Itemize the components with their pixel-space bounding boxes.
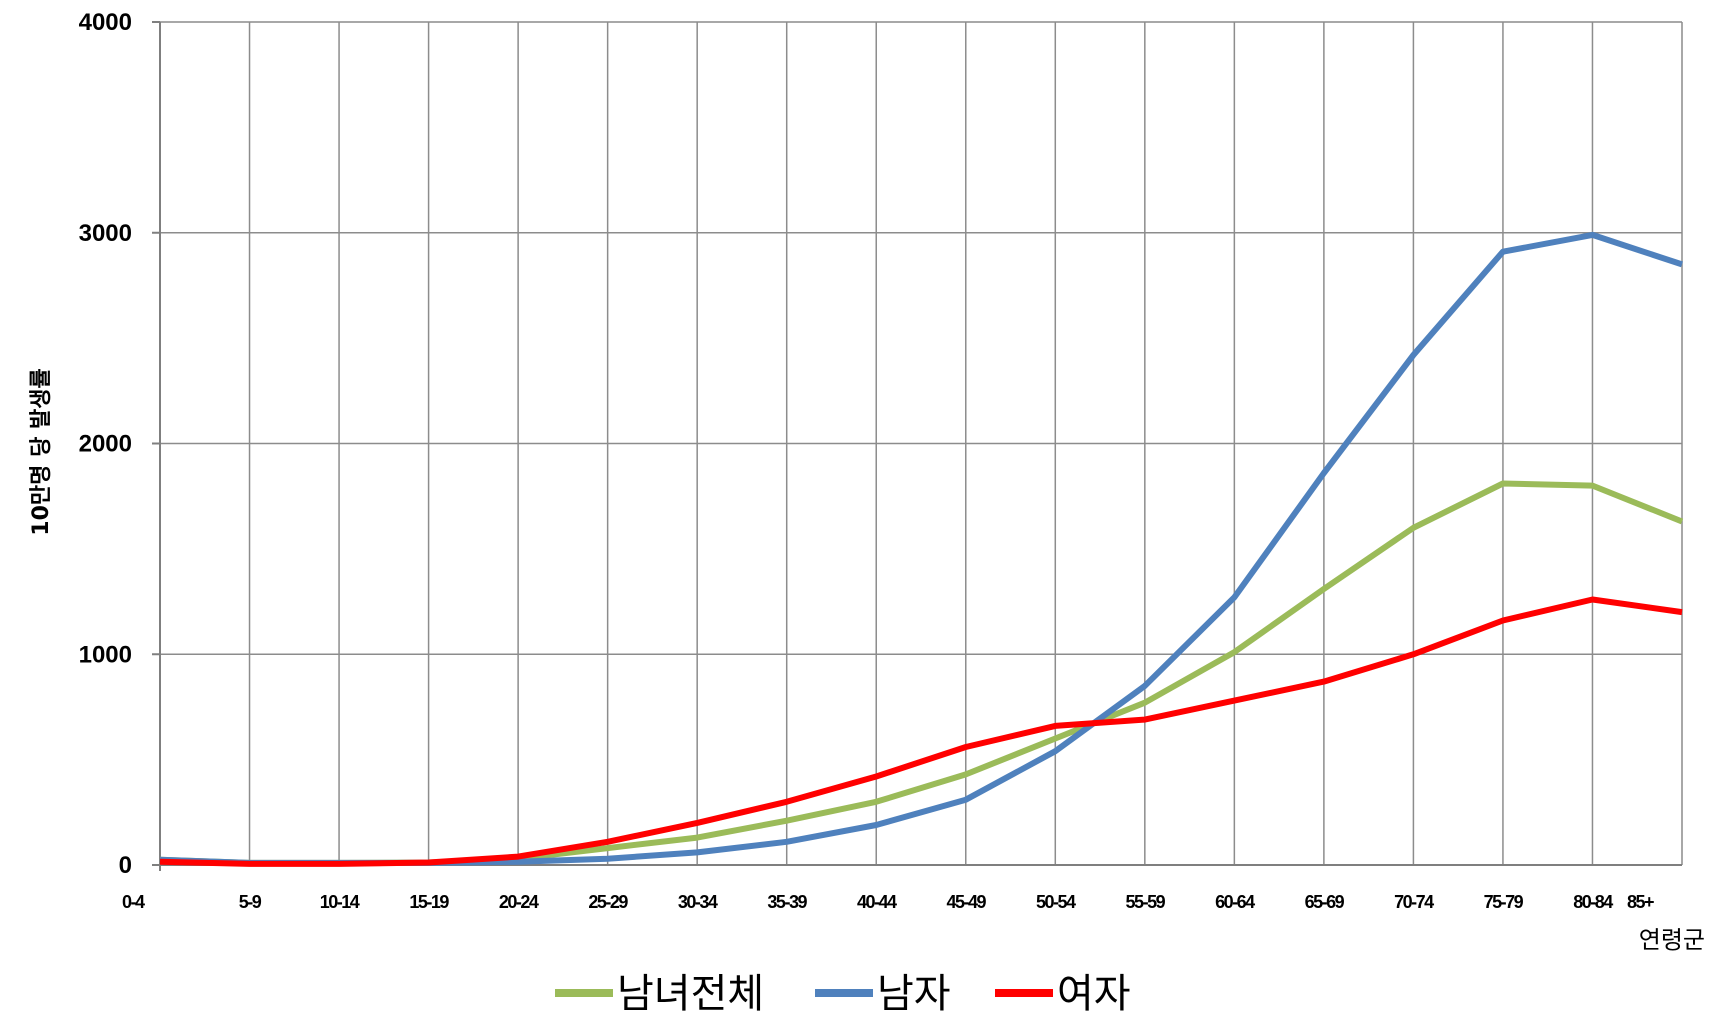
y-tick-label: 1000 [79, 641, 132, 668]
x-tick-label: 30-34 [678, 892, 718, 912]
legend-label: 여자 [1057, 971, 1131, 1017]
x-axis-label: 연령군 [1639, 926, 1705, 954]
x-tick-label: 35-39 [767, 892, 807, 912]
x-tick-label: 15-19 [409, 892, 449, 912]
y-tick-labels: 0 1000 2000 3000 4000 [79, 9, 132, 879]
axes [152, 21, 1682, 871]
legend-label: 남자 [877, 971, 951, 1017]
x-tick-label: 25-29 [588, 892, 628, 912]
y-axis-label: 10만명 당 발생률 [29, 368, 54, 535]
x-tick-label: 65-69 [1305, 892, 1345, 912]
x-tick-label: 50-54 [1036, 892, 1076, 912]
x-tick-label: 85+ [1627, 892, 1654, 912]
x-tick-label: 20-24 [499, 892, 539, 912]
y-tick-label: 4000 [79, 9, 132, 36]
x-tick-label: 10-14 [320, 892, 360, 912]
legend: 남녀전체 남자 여자 [555, 971, 1131, 1017]
x-tick-label: 75-79 [1484, 892, 1524, 912]
x-tick-labels: 0-4 5-9 10-14 15-19 20-24 25-29 30-34 35-39 40-4… [122, 892, 1655, 912]
series-line [159, 231, 1683, 866]
legend-label: 남녀전체 [617, 971, 764, 1017]
x-tick-label: 40-44 [857, 892, 897, 912]
x-tick-label: 5-9 [239, 892, 262, 912]
y-tick-label: 2000 [79, 431, 132, 458]
y-tick-label: 3000 [79, 220, 132, 247]
x-tick-label: 80-84 [1573, 892, 1613, 912]
x-tick-label: 60-64 [1215, 892, 1255, 912]
x-tick-label: 0-4 [122, 892, 145, 912]
x-tick-label: 45-49 [946, 892, 986, 912]
x-tick-label: 55-59 [1126, 892, 1166, 912]
series-line [159, 480, 1684, 866]
grid [160, 21, 1683, 866]
series-line [159, 596, 1683, 867]
series-lines [159, 231, 1684, 867]
x-tick-label: 70-74 [1394, 892, 1434, 912]
y-tick-label: 0 [119, 852, 132, 879]
